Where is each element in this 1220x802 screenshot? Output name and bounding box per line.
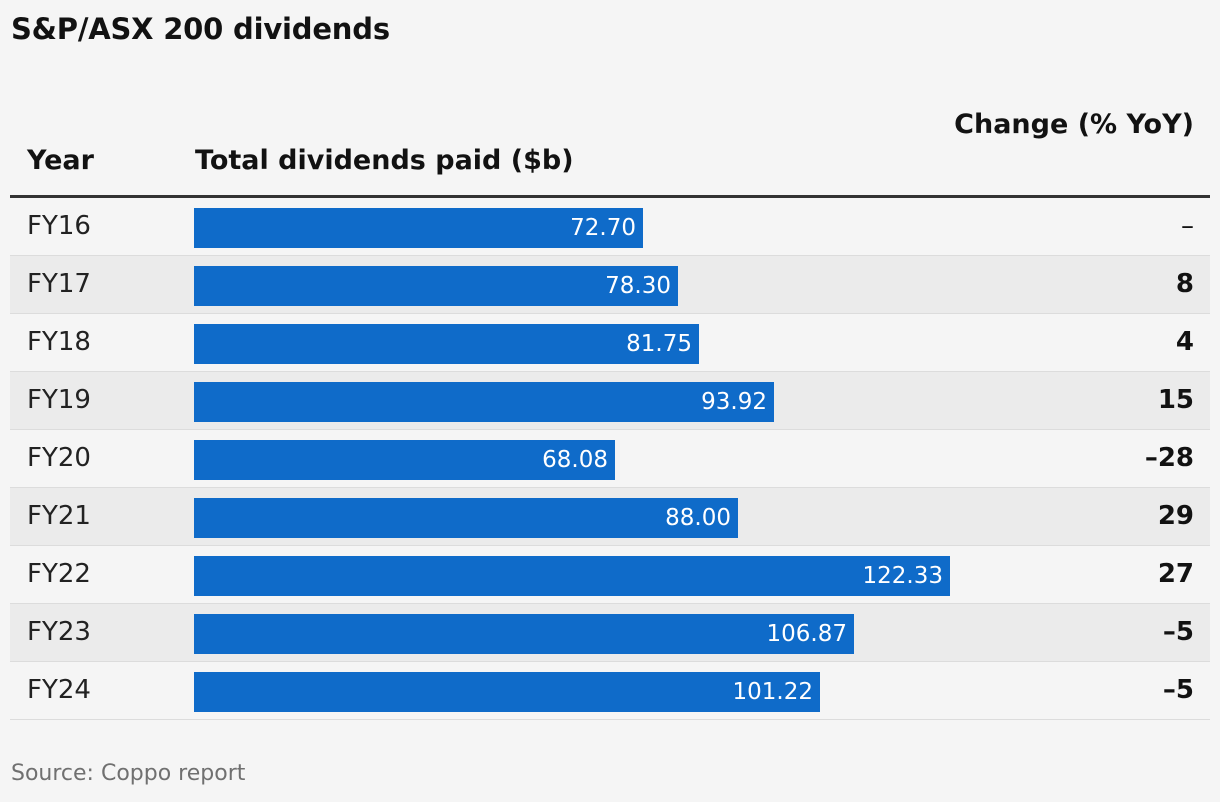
change-yoy-value: 15 — [1157, 385, 1194, 415]
table-row: FY17 78.30 8 — [10, 256, 1210, 314]
year-label: FY24 — [27, 675, 91, 705]
bar-value-label: 88.00 — [665, 505, 731, 531]
chart-rows: FY16 72.70 – FY17 78.30 8 FY18 81.75 4 FY19 93.92 1… — [10, 198, 1210, 720]
dividend-bar: 101.22 — [194, 672, 820, 712]
dividend-bar: 68.08 — [194, 440, 615, 480]
bar-value-label: 93.92 — [701, 389, 767, 415]
column-header-year: Year — [27, 145, 94, 176]
table-row: FY18 81.75 4 — [10, 314, 1210, 372]
change-yoy-value: –28 — [1144, 443, 1194, 473]
change-yoy-value: – — [1181, 211, 1194, 241]
year-label: FY23 — [27, 617, 91, 647]
year-label: FY19 — [27, 385, 91, 415]
bar-value-label: 101.22 — [732, 679, 813, 705]
table-row: FY22 122.33 27 — [10, 546, 1210, 604]
table-row: FY21 88.00 29 — [10, 488, 1210, 546]
source-note: Source: Coppo report — [11, 761, 246, 786]
bar-value-label: 122.33 — [862, 563, 943, 589]
column-header-change-yoy: Change (% YoY) — [954, 109, 1194, 140]
dividend-bar: 106.87 — [194, 614, 854, 654]
bar-value-label: 81.75 — [626, 331, 692, 357]
dividend-bar: 122.33 — [194, 556, 950, 596]
dividend-bar: 88.00 — [194, 498, 738, 538]
change-yoy-value: –5 — [1162, 675, 1194, 705]
dividend-bar: 81.75 — [194, 324, 699, 364]
year-label: FY22 — [27, 559, 91, 589]
column-header-total-dividends: Total dividends paid ($b) — [195, 145, 574, 176]
table-row: FY20 68.08 –28 — [10, 430, 1210, 488]
dividend-bar: 93.92 — [194, 382, 774, 422]
change-yoy-value: 29 — [1157, 501, 1194, 531]
year-label: FY16 — [27, 211, 91, 241]
chart-title: S&P/ASX 200 dividends — [11, 12, 390, 46]
bar-value-label: 68.08 — [542, 447, 608, 473]
year-label: FY18 — [27, 327, 91, 357]
table-row: FY19 93.92 15 — [10, 372, 1210, 430]
table-row: FY24 101.22 –5 — [10, 662, 1210, 720]
change-yoy-value: 8 — [1175, 269, 1194, 299]
change-yoy-value: –5 — [1162, 617, 1194, 647]
year-label: FY17 — [27, 269, 91, 299]
change-yoy-value: 27 — [1157, 559, 1194, 589]
bar-value-label: 78.30 — [605, 273, 671, 299]
year-label: FY21 — [27, 501, 91, 531]
bar-value-label: 106.87 — [766, 621, 847, 647]
table-row: FY16 72.70 – — [10, 198, 1210, 256]
header-divider — [10, 195, 1210, 198]
change-yoy-value: 4 — [1175, 327, 1194, 357]
bar-value-label: 72.70 — [570, 215, 636, 241]
dividend-bar: 72.70 — [194, 208, 643, 248]
year-label: FY20 — [27, 443, 91, 473]
table-row: FY23 106.87 –5 — [10, 604, 1210, 662]
dividend-bar: 78.30 — [194, 266, 678, 306]
